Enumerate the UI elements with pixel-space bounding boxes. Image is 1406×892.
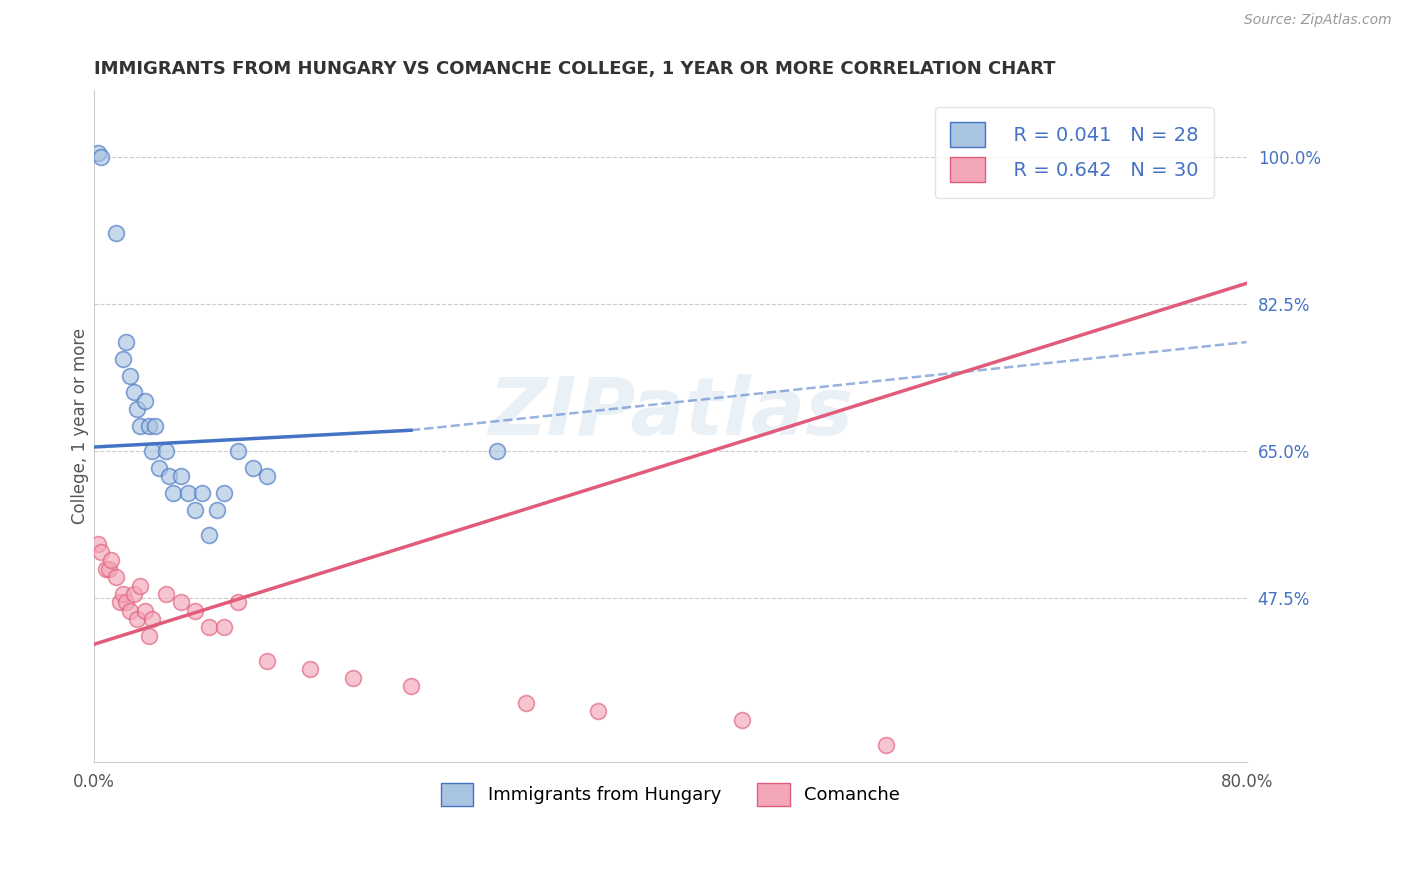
Point — [120, 368, 142, 383]
Point — [162, 486, 184, 500]
Point — [141, 444, 163, 458]
Point — [90, 150, 112, 164]
Point — [198, 528, 221, 542]
Point — [120, 604, 142, 618]
Point — [148, 461, 170, 475]
Point — [198, 620, 221, 634]
Point — [342, 671, 364, 685]
Point — [134, 393, 156, 408]
Point — [515, 696, 537, 710]
Point — [256, 469, 278, 483]
Point — [111, 587, 134, 601]
Point — [138, 629, 160, 643]
Point — [157, 469, 180, 483]
Point — [155, 444, 177, 458]
Legend: Immigrants from Hungary, Comanche: Immigrants from Hungary, Comanche — [433, 775, 907, 814]
Text: ZIPatlas: ZIPatlas — [488, 374, 853, 451]
Point — [97, 562, 120, 576]
Point — [588, 705, 610, 719]
Point — [143, 419, 166, 434]
Point — [486, 444, 509, 458]
Point — [212, 486, 235, 500]
Point — [127, 402, 149, 417]
Point — [124, 587, 146, 601]
Point — [100, 553, 122, 567]
Point — [299, 662, 322, 676]
Text: IMMIGRANTS FROM HUNGARY VS COMANCHE COLLEGE, 1 YEAR OR MORE CORRELATION CHART: IMMIGRANTS FROM HUNGARY VS COMANCHE COLL… — [94, 60, 1056, 78]
Point — [111, 351, 134, 366]
Text: Source: ZipAtlas.com: Source: ZipAtlas.com — [1244, 13, 1392, 28]
Point — [731, 713, 754, 727]
Point — [242, 461, 264, 475]
Point — [87, 146, 110, 161]
Point — [169, 469, 191, 483]
Point — [191, 486, 214, 500]
Point — [114, 595, 136, 609]
Point — [212, 620, 235, 634]
Point — [141, 612, 163, 626]
Point — [127, 612, 149, 626]
Point — [114, 334, 136, 349]
Point — [226, 444, 249, 458]
Point — [129, 419, 152, 434]
Point — [184, 604, 207, 618]
Point — [87, 536, 110, 550]
Point — [169, 595, 191, 609]
Point — [134, 604, 156, 618]
Point — [138, 419, 160, 434]
Point — [155, 587, 177, 601]
Point — [90, 545, 112, 559]
Point — [256, 654, 278, 668]
Point — [184, 503, 207, 517]
Point — [226, 595, 249, 609]
Point — [875, 738, 897, 752]
Y-axis label: College, 1 year or more: College, 1 year or more — [72, 328, 89, 524]
Point — [108, 595, 131, 609]
Point — [205, 503, 228, 517]
Point — [124, 385, 146, 400]
Point — [104, 226, 127, 240]
Point — [104, 570, 127, 584]
Point — [399, 679, 422, 693]
Point — [94, 562, 117, 576]
Point — [177, 486, 200, 500]
Point — [129, 578, 152, 592]
